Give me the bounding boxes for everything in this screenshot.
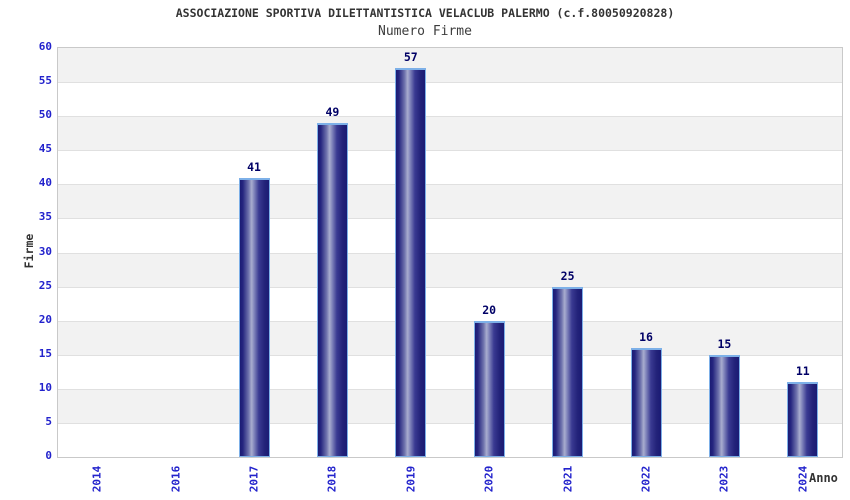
grid-band — [58, 116, 842, 151]
bar-value-label: 41 — [247, 159, 261, 174]
bar — [630, 347, 662, 457]
y-tick-label: 25 — [38, 278, 52, 292]
x-tick-label: 2023 — [717, 465, 731, 493]
chart-title: ASSOCIAZIONE SPORTIVA DILETTANTISTICA VE… — [175, 6, 675, 20]
bar-value-label: 16 — [639, 329, 653, 344]
x-tick-label: 2020 — [482, 465, 496, 493]
y-tick-label: 15 — [38, 346, 52, 360]
gridline — [58, 286, 842, 288]
y-tick-label: 45 — [38, 142, 52, 156]
x-tick-label: 2022 — [639, 465, 653, 493]
bar — [787, 382, 819, 457]
gridline — [58, 388, 842, 390]
grid-band — [58, 150, 842, 185]
bar — [473, 320, 505, 457]
bar-value-label: 20 — [482, 302, 497, 317]
gridline — [58, 320, 842, 322]
gridline — [58, 252, 842, 254]
x-tick-label: 2014 — [90, 465, 104, 493]
y-tick-label: 5 — [45, 414, 52, 428]
bar-value-label: 49 — [325, 104, 340, 119]
bar-value-label: 57 — [403, 50, 418, 65]
gridline — [58, 422, 842, 424]
bar — [238, 177, 270, 457]
x-tick-label: 2024 — [796, 465, 810, 493]
bar-value-label: 11 — [795, 364, 810, 379]
x-tick-label: 2018 — [325, 465, 339, 493]
y-tick-label: 35 — [38, 210, 52, 224]
bar — [316, 122, 348, 457]
y-tick-label: 0 — [45, 449, 52, 462]
y-tick-label: 10 — [38, 380, 52, 394]
grid-band — [58, 184, 842, 219]
bar — [395, 68, 427, 457]
grid-band — [58, 286, 842, 321]
x-tick-label: 2019 — [404, 465, 418, 493]
x-tick-label: 2021 — [561, 465, 575, 493]
bar-value-label: 15 — [717, 336, 732, 351]
bar — [708, 354, 740, 457]
y-tick-label: 40 — [38, 176, 52, 190]
x-tick-label: 2016 — [169, 465, 183, 493]
grid-band — [58, 218, 842, 253]
y-tick-label: 20 — [38, 312, 52, 326]
y-tick-label: 50 — [38, 108, 52, 122]
bar-value-label: 25 — [560, 268, 575, 283]
bar — [552, 286, 584, 457]
grid-band — [58, 320, 842, 355]
gridline — [58, 354, 842, 356]
x-axis-title: Anno — [809, 471, 838, 485]
grid-band — [58, 82, 842, 117]
y-tick-label: 60 — [38, 40, 52, 53]
grid-band — [58, 252, 842, 287]
plot-area: 41 49 57 20 25 16 15 11 — [57, 47, 843, 458]
grid-band — [58, 48, 842, 83]
gridline — [58, 150, 842, 152]
gridline — [58, 116, 842, 118]
chart-subtitle: Numero Firme — [378, 24, 472, 39]
gridline — [58, 184, 842, 186]
y-tick-label: 30 — [38, 244, 52, 258]
y-axis-title: Firme — [22, 233, 36, 269]
gridline — [58, 82, 842, 84]
y-tick-label: 55 — [38, 74, 52, 88]
gridline — [58, 218, 842, 220]
x-tick-label: 2017 — [247, 465, 261, 493]
